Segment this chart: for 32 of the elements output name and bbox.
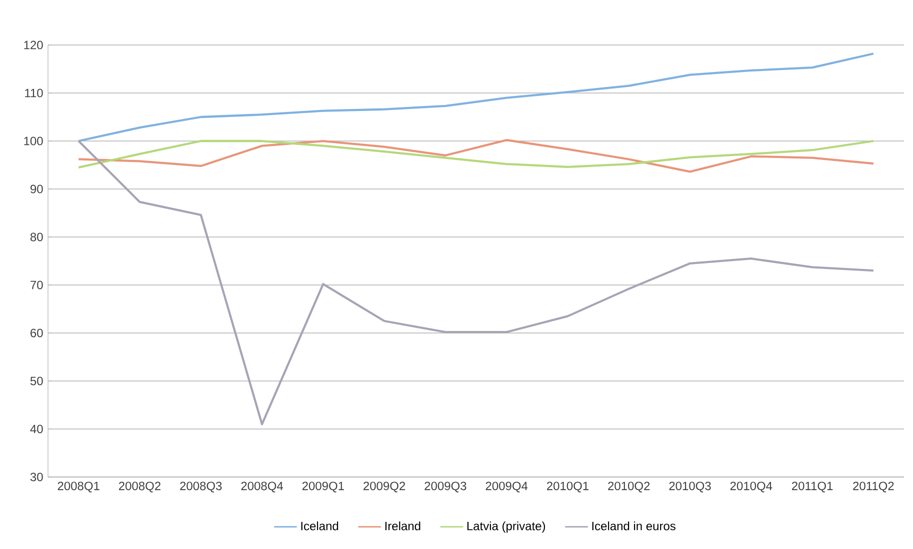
x-tick-label: 2008Q2 [118,482,160,492]
legend-label: Ireland [385,521,420,530]
x-tick-label: 2008Q4 [241,482,283,492]
x-tick-label: 2011Q2 [853,482,894,492]
x-tick-label: 2009Q4 [486,482,528,492]
y-tick-label: 120 [24,40,43,50]
y-tick-label: 80 [30,232,43,242]
x-tick-label: 2009Q1 [302,482,344,492]
x-tick-label: 2010Q4 [730,482,772,492]
x-tick-label: 2008Q1 [58,482,100,492]
line-series [78,140,874,168]
x-tick-label: 2011Q1 [792,482,833,492]
line-series [78,138,874,173]
line-series [78,140,874,426]
x-tick-label: 2008Q3 [180,482,222,492]
x-tick-label: 2009Q2 [364,482,406,492]
x-tick-label: 2010Q3 [669,482,711,492]
legend-label: Iceland in euros [592,521,676,530]
line-series [78,52,874,142]
y-tick-label: 60 [30,328,43,338]
y-tick-label: 70 [30,280,43,290]
legend-label: Iceland [301,521,338,530]
y-tick-label: 30 [30,472,43,482]
legend-label: Latvia (private) [467,521,546,533]
y-tick-label: 40 [30,424,43,434]
y-tick-label: 50 [30,376,43,386]
x-tick-label: 2010Q2 [608,482,650,492]
y-tick-label: 110 [25,88,43,98]
y-tick-label: 90 [30,184,43,194]
y-tick-label: 100 [24,136,43,146]
x-tick-label: 2010Q1 [546,482,588,492]
x-tick-label: 2009Q3 [424,482,466,492]
